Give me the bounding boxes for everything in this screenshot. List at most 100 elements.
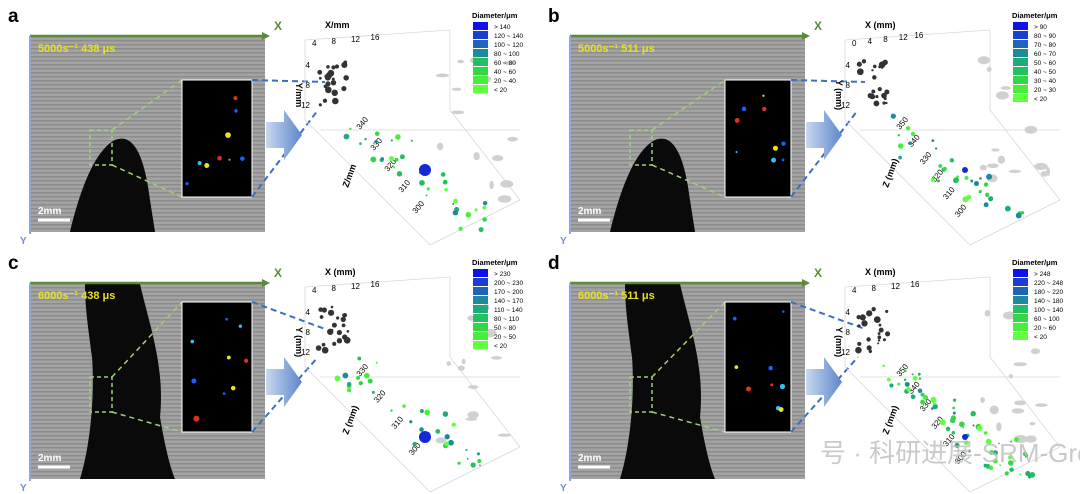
plot-frame xyxy=(969,446,1061,493)
particle xyxy=(342,372,349,379)
inset-particle xyxy=(225,317,228,321)
particle xyxy=(934,147,938,150)
particle xyxy=(904,381,910,387)
legend-swatch xyxy=(473,287,488,295)
cluster-particle xyxy=(331,89,338,97)
photo-shadow xyxy=(70,138,155,232)
particle-shadow xyxy=(1040,171,1048,177)
particle xyxy=(1004,205,1011,212)
legend-swatch xyxy=(1013,40,1028,48)
particle-shadow xyxy=(457,59,464,64)
particle xyxy=(482,217,487,222)
particle-shadow xyxy=(473,152,480,161)
plot-y-tick: 12 xyxy=(301,101,310,110)
plot-frame xyxy=(304,276,451,288)
cluster-particle xyxy=(883,338,886,341)
legend-swatch xyxy=(1013,85,1028,93)
particle xyxy=(360,382,363,385)
inset-particle xyxy=(228,158,231,161)
plot-frame xyxy=(429,446,521,493)
particle xyxy=(992,458,998,464)
particle-shadow xyxy=(991,148,1000,152)
inset-particle xyxy=(225,132,231,138)
zoom-line xyxy=(111,301,183,378)
plot-x-tick: 4 xyxy=(868,37,873,46)
zoom-line xyxy=(651,411,726,433)
cluster-particle xyxy=(857,341,862,346)
cluster-particle xyxy=(866,337,871,342)
legend-label: > 230 xyxy=(494,271,511,278)
x-axis-label: X xyxy=(814,19,822,33)
legend-label: 170 ~ 200 xyxy=(494,289,523,296)
plot-frame xyxy=(304,366,431,493)
inset-particle xyxy=(734,365,739,370)
inset-particle xyxy=(193,415,200,422)
plot-x-label: X/mm xyxy=(325,20,350,30)
cluster-particle xyxy=(332,341,337,346)
cluster-particle xyxy=(321,342,326,347)
panel-letter: b xyxy=(548,6,560,27)
particle xyxy=(474,208,478,212)
plot-z-tick: 330 xyxy=(369,136,385,152)
particle xyxy=(937,179,940,183)
zoom-line xyxy=(111,411,183,433)
legend-label: 50 ~ 80 xyxy=(494,325,516,332)
legend-label: 80 ~ 90 xyxy=(1034,33,1056,40)
particle xyxy=(952,398,957,402)
cluster-particle xyxy=(324,74,331,81)
x-axis-label: X xyxy=(274,19,282,33)
particle-shadow xyxy=(1034,162,1048,171)
particle xyxy=(1008,455,1013,460)
particle xyxy=(930,407,934,410)
particle xyxy=(970,179,974,183)
photo-shadow xyxy=(610,138,695,232)
particle-shadow xyxy=(492,155,504,162)
particle xyxy=(346,382,352,387)
plot-frame xyxy=(429,199,521,246)
inset-particle xyxy=(240,156,245,161)
plot-z-label: Z (mm) xyxy=(880,157,900,189)
process-arrow xyxy=(266,357,302,407)
particle xyxy=(466,457,469,460)
particle xyxy=(938,164,943,168)
legend-label: 120 ~ 140 xyxy=(494,33,523,40)
particle xyxy=(988,196,994,202)
particle xyxy=(985,438,992,445)
particle xyxy=(356,375,361,380)
particle xyxy=(442,179,448,185)
x-axis-label: X xyxy=(814,266,822,280)
legend-label: > 140 xyxy=(494,24,511,31)
particle xyxy=(983,182,989,187)
cluster-particle xyxy=(331,65,336,70)
particle-shadow xyxy=(491,356,503,360)
particle xyxy=(949,158,955,163)
inset-particle xyxy=(781,141,786,146)
legend-swatch xyxy=(1013,22,1028,30)
cluster-particle xyxy=(336,338,343,344)
particle xyxy=(985,192,990,197)
particle-shadow xyxy=(1008,169,1022,174)
cluster-particle xyxy=(319,315,324,319)
inset-particle xyxy=(226,355,231,360)
particle xyxy=(973,181,979,187)
legend-label: 140 ~ 170 xyxy=(494,298,523,305)
photo-shadow xyxy=(80,284,175,479)
inset-particle xyxy=(741,106,747,112)
scale-label: 2mm xyxy=(578,453,601,464)
legend-label: > 248 xyxy=(1034,271,1051,278)
particle-shadow xyxy=(467,411,479,419)
plot-y-tick: 8 xyxy=(846,328,851,337)
particle-shadow xyxy=(1011,408,1025,414)
cluster-particle xyxy=(877,342,880,345)
cluster-particle xyxy=(871,89,876,94)
particle xyxy=(931,139,935,143)
plot-y-label: Y (mm) xyxy=(834,80,844,110)
plot-frame xyxy=(844,366,971,493)
particle xyxy=(910,131,916,136)
cluster-particle xyxy=(340,316,346,323)
legend-swatch xyxy=(1013,296,1028,304)
panel-letter: c xyxy=(8,253,19,274)
particle xyxy=(903,378,907,382)
particle xyxy=(451,422,456,427)
cluster-particle xyxy=(318,307,323,312)
